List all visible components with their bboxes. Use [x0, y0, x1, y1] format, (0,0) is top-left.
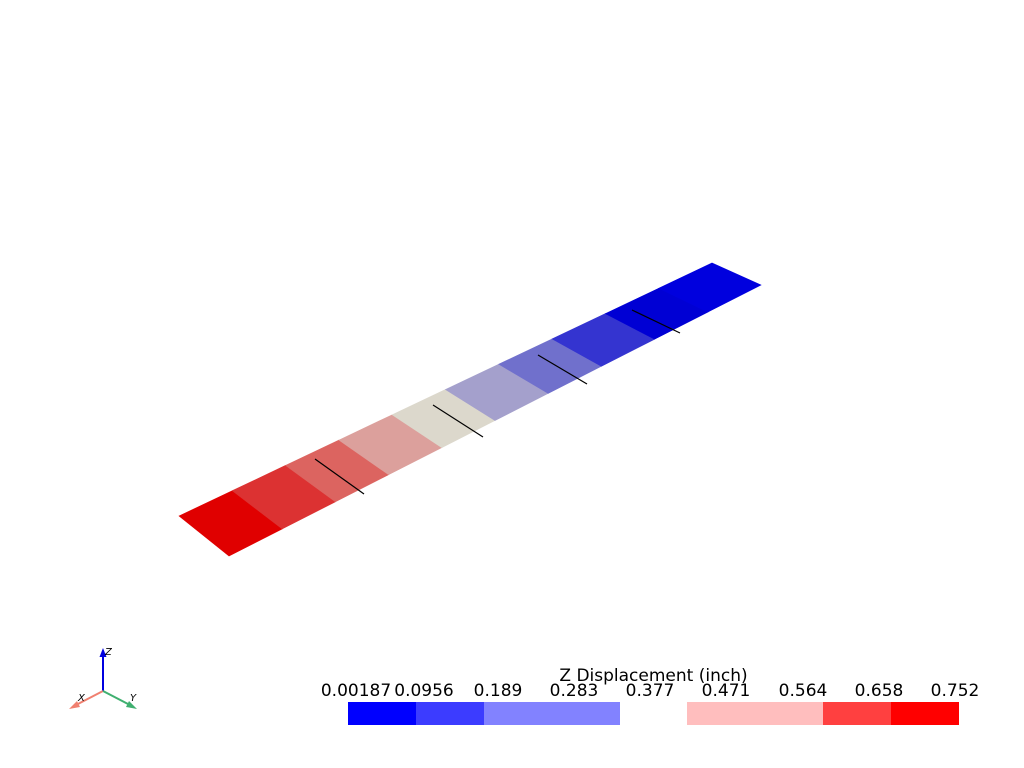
y-axis-arrowhead [126, 701, 137, 709]
scalar-bar-tick-label: 0.377 [625, 681, 675, 701]
scalar-bar-swatch [483, 702, 552, 725]
scalar-bar-swatch [415, 702, 484, 725]
scalar-bar-swatch [891, 702, 960, 725]
scalar-bar-tick-label: 0.283 [549, 681, 599, 701]
scalar-bar-swatch [619, 702, 688, 725]
scalar-bar-tick-label: 0.752 [930, 681, 980, 701]
orientation-axes: Z X Y [69, 647, 137, 709]
mesh-element-lines [314, 309, 681, 495]
mesh-line [631, 309, 681, 334]
scalar-bar-tick-label: 0.0956 [394, 681, 454, 701]
scalar-bar-swatch [755, 702, 824, 725]
z-axis-arrowhead [99, 648, 107, 657]
mesh-line [537, 354, 588, 385]
mesh-line [432, 404, 484, 438]
y-axis-line [102, 690, 131, 706]
scalar-bar-tick-label: 0.658 [854, 681, 904, 701]
mesh-line [314, 458, 365, 495]
scalar-bar-swatch [823, 702, 892, 725]
x-axis-arrowhead [69, 701, 80, 709]
scalar-bar-colors [348, 702, 960, 725]
scalar-bar-swatch [348, 702, 416, 725]
x-axis-line [75, 690, 104, 706]
y-axis-label: Y [130, 693, 137, 704]
scalar-bar-title: Z Displacement (inch) [559, 666, 748, 686]
x-axis-label: X [77, 693, 86, 704]
scalar-bar-tick-label: 0.471 [701, 681, 751, 701]
scalar-bar-swatch [687, 702, 756, 725]
scalar-bar-tick-label: 0.564 [778, 681, 828, 701]
strip-band [658, 262, 762, 313]
z-axis-label: Z [104, 647, 113, 658]
scalar-bar-swatch [551, 702, 620, 725]
displacement-strip [178, 262, 762, 557]
scalar-bar-tick-label: 0.00187 [320, 681, 392, 701]
scalar-bar-tick-label: 0.189 [473, 681, 523, 701]
